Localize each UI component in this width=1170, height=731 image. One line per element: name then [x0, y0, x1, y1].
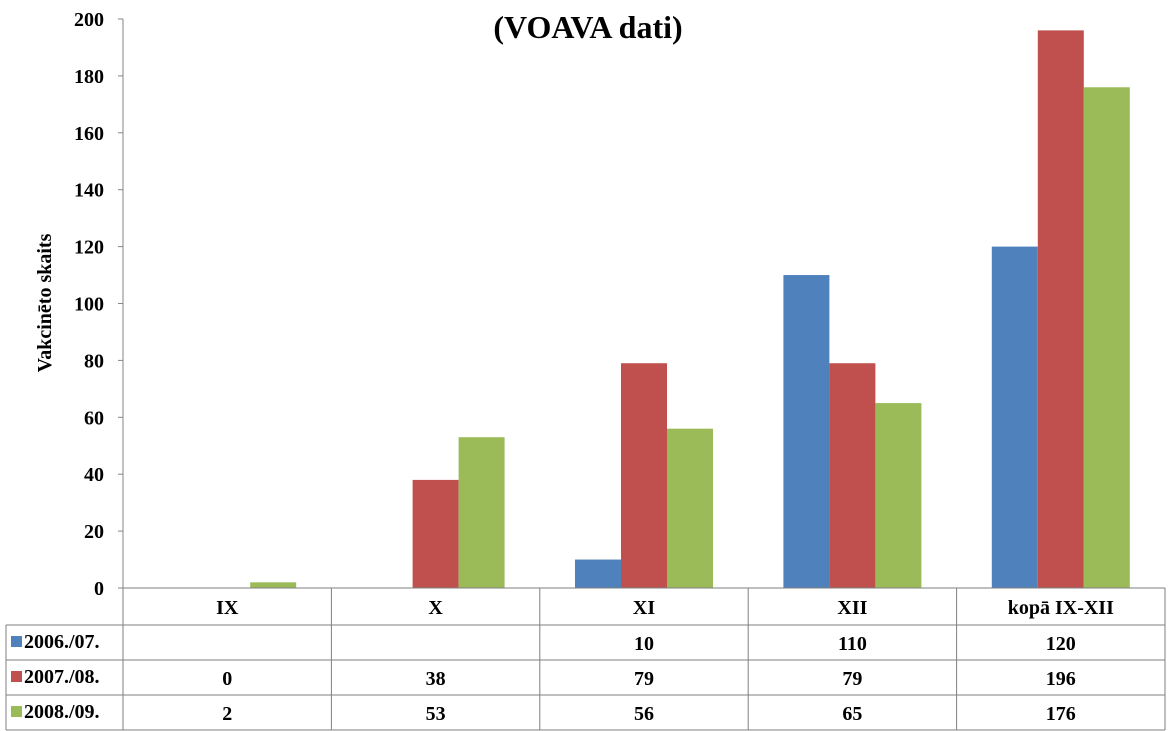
data-label: 196: [1046, 668, 1076, 690]
y-tick-label: 20: [84, 521, 104, 543]
legend-key: [11, 636, 22, 647]
data-label: 38: [426, 668, 446, 690]
legend-label: 2006./07.: [24, 631, 100, 653]
y-tick-label: 40: [84, 464, 104, 486]
plot-area: [250, 30, 1130, 588]
data-label: 110: [838, 633, 867, 655]
bar-2008./09.-XI: [667, 428, 713, 588]
bar-2006./07.-XII: [783, 275, 830, 588]
y-tick-label: 180: [74, 66, 104, 88]
data-label: 56: [634, 703, 654, 725]
y-tick-label: 80: [84, 350, 104, 372]
chart-title: (VOAVA dati): [493, 9, 682, 45]
data-label: 2: [222, 703, 232, 725]
bar-2007./08.-XII: [829, 363, 876, 588]
bar-2008./09.-kopā IX-XII: [1083, 87, 1130, 588]
legend-key: [11, 706, 22, 717]
bar-2008./09.-X: [458, 437, 505, 588]
y-tick-label: 140: [74, 180, 104, 202]
legend-label: 2007./08.: [24, 666, 100, 688]
bar-2006./07.-kopā IX-XII: [991, 246, 1038, 588]
chart-title-line: (VOAVA dati): [493, 9, 682, 45]
y-tick-label: 60: [84, 407, 104, 429]
x-tick-label: XII: [837, 597, 867, 619]
legend-key: [11, 671, 22, 682]
data-label: 176: [1046, 703, 1076, 725]
y-axis-label: Vakcinēto skaits: [34, 233, 56, 372]
bar-2007./08.-XI: [621, 363, 667, 588]
x-tick-label: kopā IX-XII: [1008, 597, 1114, 619]
data-label: 53: [426, 703, 446, 725]
data-label: 0: [222, 668, 232, 690]
data-label: 120: [1046, 633, 1076, 655]
data-label: 79: [634, 668, 654, 690]
y-axis: 0 20 40 60 80 100 120 140 160 180 200: [74, 9, 123, 600]
y-tick-label: 200: [74, 9, 104, 31]
data-label: 79: [842, 668, 862, 690]
x-tick-label: IX: [216, 597, 239, 619]
y-tick-label: 160: [74, 123, 104, 145]
x-tick-label: XI: [633, 597, 655, 619]
y-tick-label: 120: [74, 237, 104, 259]
bar-2008./09.-XII: [875, 403, 922, 588]
bar-2006./07.-XI: [575, 559, 621, 588]
bar-2008./09.-IX: [250, 582, 297, 588]
y-tick-label: 100: [74, 294, 104, 316]
x-tick-label: X: [428, 597, 443, 619]
data-table: IX X XI XII kopā IX-XII 2006./07. 10 110 120 2007…: [5, 587, 1166, 731]
data-label: 65: [842, 703, 862, 725]
y-tick-label: 0: [94, 578, 104, 600]
data-label: 10: [634, 633, 654, 655]
bar-2007./08.-kopā IX-XII: [1037, 30, 1084, 588]
legend-label: 2008./09.: [24, 701, 100, 723]
bar-2007./08.-X: [412, 479, 459, 588]
